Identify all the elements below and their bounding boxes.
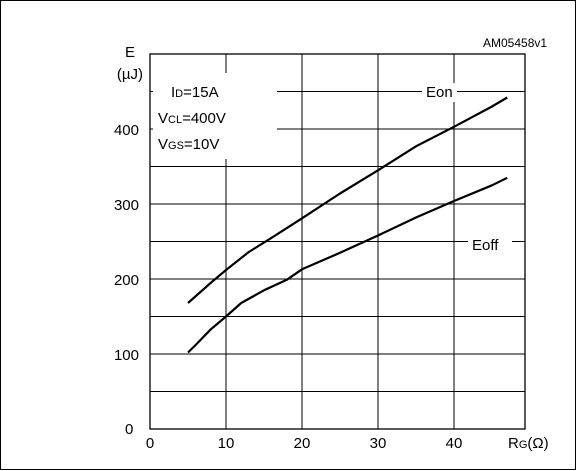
x-axis-label: RG(Ω) — [508, 435, 549, 452]
x-axis-label-sub: G — [519, 439, 528, 451]
x-axis-label-unit: (Ω) — [527, 435, 548, 452]
series-line-eoff — [187, 176, 508, 354]
condition-vgs: VGS=10V — [158, 136, 219, 153]
x-tick-label-40: 40 — [446, 435, 463, 452]
y-tick-label-zero: 0 — [125, 421, 133, 438]
series-line-eon — [187, 96, 508, 304]
conditions-bg — [153, 73, 277, 159]
x-tick-label-10: 10 — [218, 435, 235, 452]
y-axis-symbol: E — [125, 44, 135, 61]
y-axis-unit: (µJ) — [117, 66, 143, 83]
x-tick-label-20: 20 — [294, 435, 311, 452]
conditions-box: ID=15A VCL=400V VGS=10V — [153, 73, 277, 159]
x-axis-label-main: R — [508, 435, 519, 452]
x-tick-label-30: 30 — [370, 435, 387, 452]
series-label-bg-eon — [422, 83, 457, 102]
figure-id: AM05458v1 — [483, 36, 547, 50]
series-group — [187, 96, 508, 354]
condition-vcl: VCL=400V — [158, 110, 226, 127]
plot-area-border — [149, 53, 526, 430]
series-label-eon: Eon — [426, 84, 453, 101]
series-label-eoff: Eoff — [472, 237, 499, 254]
series-label-bg-eoff — [468, 236, 512, 255]
tick-labels: 100 200 300 400 00 10 20 30 40 — [114, 122, 462, 452]
series-labels: Eon Eoff — [422, 83, 512, 255]
y-tick-label-300: 300 — [114, 197, 139, 214]
y-tick-label-200: 200 — [114, 272, 139, 289]
y-tick-label-100: 100 — [114, 347, 139, 364]
condition-id: ID=15A — [171, 84, 219, 101]
y-tick-label-400: 400 — [114, 122, 139, 139]
x-tick-label-0: 0 — [146, 435, 154, 452]
